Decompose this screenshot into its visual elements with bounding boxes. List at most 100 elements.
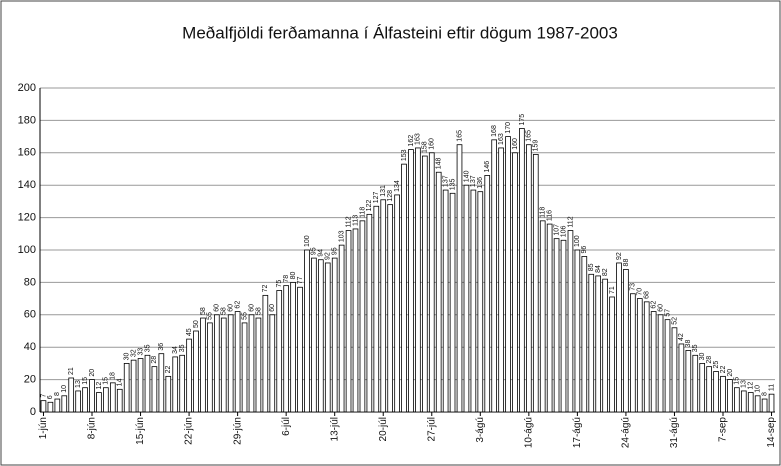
- bar: [532, 154, 539, 413]
- data-label: 165: [456, 130, 463, 142]
- data-label: 116: [546, 210, 553, 221]
- data-label: 6: [47, 395, 54, 399]
- y-tick-label: 200: [18, 82, 36, 94]
- bar: [158, 353, 165, 413]
- bar: [248, 314, 255, 413]
- data-label: 113: [352, 215, 359, 226]
- bar: [373, 205, 380, 413]
- data-label: 35: [144, 344, 151, 352]
- x-tick-label: 20-júl: [378, 417, 389, 441]
- data-label: 100: [574, 235, 581, 247]
- data-label: 32: [130, 349, 137, 357]
- bar: [144, 354, 151, 413]
- data-label: 137: [442, 175, 449, 187]
- data-label: 95: [332, 247, 339, 255]
- bar: [338, 244, 345, 413]
- bar: [96, 392, 102, 413]
- data-label: 34: [172, 346, 179, 354]
- data-label: 12: [748, 382, 755, 390]
- bar: [428, 152, 435, 413]
- x-tick-label: 22-jún: [184, 417, 195, 445]
- data-label: 25: [713, 361, 720, 369]
- bar: [227, 314, 234, 413]
- data-label: 22: [165, 365, 172, 373]
- data-label: 72: [262, 284, 269, 292]
- data-label: 107: [553, 224, 560, 236]
- data-label: 36: [158, 343, 165, 351]
- bar: [657, 314, 664, 413]
- bar: [720, 375, 726, 413]
- data-label: 100: [304, 235, 311, 247]
- data-label: 153: [401, 149, 408, 161]
- bar: [505, 136, 511, 413]
- data-label: 28: [706, 356, 713, 364]
- bar: [172, 356, 179, 413]
- bar: [671, 327, 678, 413]
- bar: [512, 152, 518, 413]
- data-label: 33: [137, 348, 144, 356]
- bar: [602, 278, 608, 413]
- data-label: 71: [609, 286, 616, 294]
- data-label: 135: [449, 179, 456, 191]
- bar: [311, 257, 317, 413]
- chart-title: Meðalfjöldi ferðamanna í Álfasteini efti…: [182, 23, 618, 42]
- bar: [477, 191, 484, 413]
- y-tick-label: 180: [18, 114, 36, 126]
- bar: [463, 184, 470, 413]
- data-label: 106: [560, 225, 567, 237]
- bar: [519, 128, 525, 413]
- x-tick-label: 7-sep: [718, 417, 729, 442]
- data-label: 62: [650, 301, 657, 309]
- data-label: 140: [463, 170, 470, 182]
- x-tick-label: 3-ágú: [475, 417, 486, 443]
- bar: [685, 350, 692, 413]
- x-tick-label: 29-jún: [232, 417, 243, 445]
- data-label: 18: [110, 372, 117, 380]
- bar: [137, 358, 144, 413]
- data-label: 75: [276, 280, 283, 288]
- data-label: 80: [290, 272, 297, 280]
- data-label: 70: [637, 288, 644, 296]
- bar: [304, 249, 310, 413]
- bar: [103, 387, 109, 413]
- bar: [47, 401, 54, 413]
- data-label: 175: [519, 114, 526, 126]
- bar: [456, 144, 463, 413]
- bar: [401, 163, 407, 413]
- data-label: 38: [685, 340, 692, 348]
- bar: [82, 387, 88, 413]
- bar: [581, 256, 588, 413]
- data-label: 60: [248, 304, 255, 312]
- x-tick-label: 24-ágú: [621, 417, 632, 448]
- bar: [588, 273, 595, 413]
- bar: [366, 213, 373, 413]
- data-label: 21: [68, 367, 75, 375]
- bar: [387, 204, 393, 413]
- bar: [699, 362, 706, 413]
- bar: [754, 395, 761, 413]
- bar: [269, 314, 276, 413]
- bar: [630, 293, 636, 413]
- bar: [68, 377, 75, 413]
- bar: [768, 393, 775, 413]
- bar: [179, 354, 185, 413]
- bar: [165, 375, 172, 413]
- bar: [650, 311, 657, 413]
- y-tick-label: 60: [24, 309, 36, 321]
- bar: [498, 147, 504, 413]
- x-tick-label: 8-jún: [87, 417, 98, 439]
- data-label: 60: [269, 304, 276, 312]
- bar: [130, 359, 137, 413]
- data-label: 58: [255, 307, 262, 315]
- data-label: 88: [623, 259, 630, 267]
- data-label: 15: [103, 377, 110, 385]
- bar: [207, 322, 213, 413]
- data-label: 146: [484, 161, 491, 173]
- bar: [553, 238, 560, 413]
- bar: [526, 144, 532, 413]
- data-label: 84: [595, 265, 602, 273]
- x-tick-label: 14-sep: [766, 417, 777, 448]
- bar: [151, 366, 158, 413]
- data-label: 8: [54, 392, 61, 396]
- data-label: 118: [359, 207, 366, 218]
